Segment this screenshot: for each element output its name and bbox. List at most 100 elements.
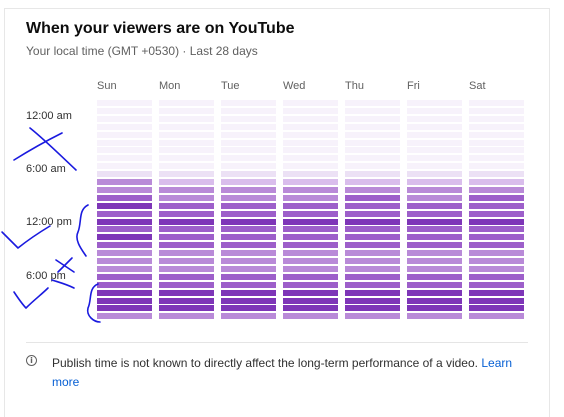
heatmap-cell	[407, 234, 462, 241]
learn-more-link[interactable]: Learn more	[52, 356, 513, 389]
heatmap-cell	[469, 171, 524, 178]
day-label-wed: Wed	[283, 80, 306, 92]
heatmap-cell	[97, 313, 152, 320]
heatmap-cell	[221, 202, 276, 209]
heatmap-cell	[345, 115, 400, 122]
heatmap-cell	[283, 242, 338, 249]
heatmap-cell	[97, 226, 152, 233]
heatmap-cell	[345, 258, 400, 264]
heatmap-cell	[345, 281, 400, 288]
heatmap-cell	[283, 123, 338, 130]
heatmap-cell	[283, 171, 338, 178]
heatmap-cell	[221, 313, 276, 320]
heatmap-cell	[97, 139, 152, 146]
heatmap-cell	[97, 265, 152, 272]
heatmap-cell	[159, 281, 214, 288]
heatmap-cell	[345, 250, 400, 257]
heatmap-cell	[221, 265, 276, 272]
card-subtitle: Your local time (GMT +0530) · Last 28 da…	[26, 44, 258, 58]
heatmap-cell	[345, 273, 400, 280]
heatmap-cell	[221, 297, 276, 304]
heatmap-cell	[159, 115, 214, 122]
heatmap-cell	[407, 289, 462, 296]
day-label-thu: Thu	[345, 80, 364, 92]
info-icon: i	[26, 355, 37, 366]
heatmap-cell	[469, 163, 524, 170]
heatmap-cell	[159, 147, 214, 154]
heatmap-cell	[159, 171, 214, 178]
heatmap-cell	[469, 297, 524, 304]
heatmap-cell	[221, 258, 276, 264]
heatmap-cell	[283, 281, 338, 288]
heatmap-cell	[345, 163, 400, 170]
heatmap-cell	[407, 139, 462, 146]
heatmap-cell	[97, 218, 152, 225]
heatmap-cell	[97, 234, 152, 241]
heatmap-cell	[283, 234, 338, 241]
card-title: When your viewers are on YouTube	[26, 20, 295, 37]
heatmap-cell	[97, 210, 152, 217]
heatmap-cell	[407, 194, 462, 201]
heatmap-cell	[283, 179, 338, 185]
heatmap-cell	[345, 234, 400, 241]
heatmap-cell	[407, 273, 462, 280]
heatmap-cell	[407, 281, 462, 288]
heatmap-cell	[283, 210, 338, 217]
heatmap-cell	[97, 155, 152, 162]
heatmap-cell	[407, 313, 462, 320]
heatmap-cell	[407, 242, 462, 249]
heatmap-cell	[283, 305, 338, 312]
heatmap-cell	[97, 194, 152, 201]
heatmap-cell	[221, 179, 276, 185]
heatmap-cell	[407, 297, 462, 304]
heatmap-cell	[407, 131, 462, 138]
heatmap-cell	[469, 194, 524, 201]
heatmap-cell	[345, 305, 400, 312]
heatmap-cell	[469, 131, 524, 138]
heatmap-cell	[283, 155, 338, 162]
heatmap-cell	[97, 163, 152, 170]
heatmap-cell	[159, 250, 214, 257]
heatmap-cell	[283, 139, 338, 146]
time-label-6am: 6:00 am	[26, 163, 66, 175]
heatmap-cell	[407, 265, 462, 272]
heatmap-cell	[97, 258, 152, 264]
heatmap-cell	[159, 313, 214, 320]
heatmap-cell	[97, 281, 152, 288]
heatmap-cell	[97, 289, 152, 296]
heatmap-cell	[469, 250, 524, 257]
time-label-6pm: 6:00 pm	[26, 270, 66, 282]
heatmap-cell	[221, 123, 276, 130]
heatmap-cell	[345, 313, 400, 320]
heatmap-cell	[221, 250, 276, 257]
heatmap-cell	[345, 171, 400, 178]
heatmap-cell	[345, 297, 400, 304]
heatmap-cell	[159, 273, 214, 280]
heatmap-cell	[97, 179, 152, 185]
heatmap-cell	[345, 218, 400, 225]
heatmap-cell	[159, 194, 214, 201]
heatmap-cell	[283, 297, 338, 304]
heatmap-cell	[407, 250, 462, 257]
heatmap-cell	[97, 202, 152, 209]
heatmap-cell	[159, 139, 214, 146]
heatmap-cell	[221, 147, 276, 154]
heatmap-cell	[159, 202, 214, 209]
heatmap-cell	[469, 107, 524, 114]
heatmap-cell	[469, 123, 524, 130]
heatmap-cell	[469, 273, 524, 280]
heatmap-cell	[159, 100, 214, 106]
heatmap-cell	[345, 147, 400, 154]
heatmap-cell	[97, 305, 152, 312]
heatmap-cell	[345, 123, 400, 130]
heatmap-cell	[159, 265, 214, 272]
heatmap-cell	[97, 115, 152, 122]
heatmap-cell	[345, 186, 400, 193]
heatmap-cell	[407, 186, 462, 193]
heatmap-cell	[283, 226, 338, 233]
heatmap-cell	[469, 155, 524, 162]
heatmap-cell	[469, 179, 524, 185]
heatmap-cell	[159, 297, 214, 304]
heatmap-cell	[221, 194, 276, 201]
heatmap-cell	[221, 107, 276, 114]
